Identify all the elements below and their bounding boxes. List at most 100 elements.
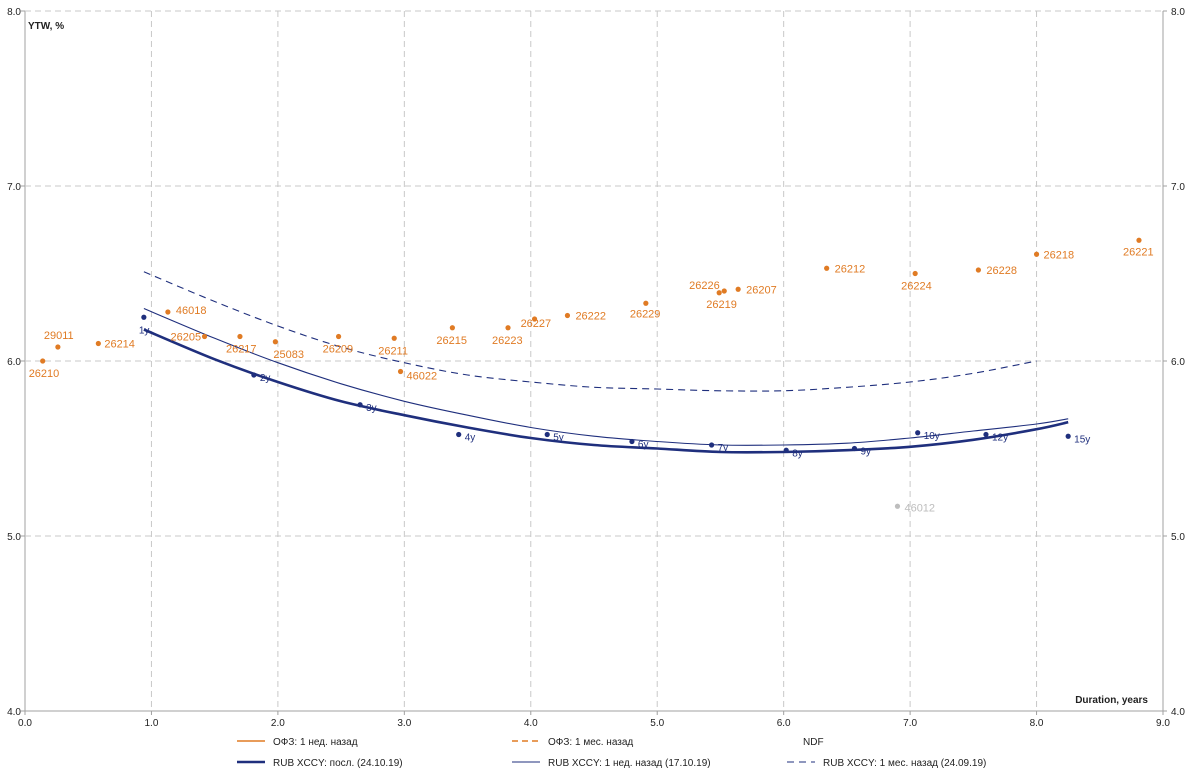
legend-label: ОФЗ: 1 нед. назад [273, 737, 358, 748]
xccy-point [456, 431, 462, 438]
ofz-point [397, 368, 404, 375]
ofz-point [335, 333, 342, 340]
series-line-thin [143, 307, 1069, 446]
ofz-point-label: 29011 [44, 330, 74, 342]
x-tick-label: 0.0 [18, 718, 32, 729]
x-tick-label: 7.0 [903, 718, 917, 729]
ofz-point [721, 288, 727, 294]
legend-label: RUB XCCY: посл. (24.10.19) [273, 758, 403, 769]
ofz-point-label: 26224 [901, 281, 932, 293]
x-tick-label: 1.0 [144, 718, 158, 729]
xccy-point [251, 372, 257, 378]
ofz-point-label: 26212 [835, 263, 866, 275]
xccy-point [783, 447, 789, 453]
y-tick-label-right: 8.0 [1171, 7, 1185, 18]
ofz-point [716, 290, 722, 296]
ofz-point-label: 26210 [29, 368, 60, 380]
ofz-point [975, 267, 981, 273]
ofz-point [643, 300, 649, 306]
ofz-point [272, 339, 278, 345]
ofz-point-label: 46018 [176, 305, 207, 317]
ofz-point-label: 26215 [436, 335, 467, 347]
ofz-point [391, 335, 397, 341]
grey-point [894, 503, 901, 509]
y-tick-label-right: 4.0 [1171, 707, 1185, 718]
ofz-point-label: 26223 [492, 335, 523, 347]
ofz-point-label: 26219 [706, 299, 737, 311]
x-tick-label: 4.0 [524, 718, 538, 729]
grey-point-label: 46012 [904, 502, 935, 514]
ofz-point [505, 325, 511, 331]
points-layer: 26210 29011 26214 46018 26205 26217 25083 26209… [29, 237, 1154, 514]
ofz-point [735, 286, 741, 292]
legend-label: RUB XCCY: 1 нед. назад (17.10.19) [548, 758, 711, 769]
ofz-point-label: 26226 [689, 280, 720, 292]
ofz-point [201, 333, 208, 340]
x-tick-label: 6.0 [777, 718, 791, 729]
xccy-point [983, 431, 989, 438]
x-tick-label: 5.0 [650, 718, 664, 729]
ofz-point-label: 46022 [407, 371, 438, 383]
ofz-point-label: 26217 [226, 344, 257, 356]
ofz-point-label: 26229 [630, 308, 661, 320]
xccy-point [629, 438, 635, 445]
ofz-point-label: 26205 [171, 332, 202, 344]
xccy-point [141, 314, 147, 320]
ofz-point-label: 26214 [104, 339, 135, 351]
xccy-point [851, 445, 858, 452]
ofz-point-label: 26207 [746, 284, 777, 296]
ofz-point-label: 26221 [1123, 246, 1154, 258]
ofz-point-label: 26209 [323, 344, 354, 356]
legend-label: NDF [803, 737, 824, 748]
y-tick-label-left: 4.0 [7, 707, 21, 718]
y-tick-label-right: 5.0 [1171, 532, 1185, 543]
legend: ОФЗ: 1 нед. назад ОФЗ: 1 мес. назад NDF RUB… [237, 737, 986, 769]
xccy-point-label: 10y [924, 431, 940, 442]
legend-label: RUB XCCY: 1 мес. назад (24.09.19) [823, 758, 986, 769]
ofz-point [824, 265, 830, 271]
xccy-point [544, 431, 550, 438]
ofz-point [55, 344, 61, 350]
x-tick-label: 2.0 [271, 718, 285, 729]
xccy-point-label: 6y [638, 440, 649, 451]
ofz-point [564, 312, 571, 319]
y-axis-title: YTW, % [28, 21, 64, 32]
xccy-point [915, 430, 921, 436]
xccy-point [708, 442, 715, 448]
ofz-point-label: 26218 [1044, 249, 1075, 261]
series-line-dashed [143, 271, 1037, 392]
ofz-point [40, 358, 46, 364]
y-tick-label-left: 8.0 [7, 7, 21, 18]
ofz-point [237, 333, 243, 340]
y-tick-label-left: 7.0 [7, 182, 21, 193]
legend-label: ОФЗ: 1 мес. назад [548, 737, 633, 748]
x-tick-label: 3.0 [397, 718, 411, 729]
xccy-point [357, 402, 363, 408]
xccy-point-label: 9y [860, 447, 871, 458]
ofz-point [165, 309, 171, 315]
y-tick-label-right: 6.0 [1171, 357, 1185, 368]
ofz-point [1033, 251, 1040, 257]
plot-area: 0.0 1.0 2.0 3.0 4.0 5.0 6.0 7.0 8.0 9.04.0 4.05.0 5… [7, 7, 1185, 729]
x-axis-title: Duration, years [1075, 695, 1148, 706]
series-line-bold [143, 328, 1069, 454]
xccy-point-label: 15y [1074, 434, 1090, 445]
y-tick-label-left: 5.0 [7, 532, 21, 543]
series-layer [143, 271, 1069, 454]
xccy-point-label: 3y [366, 403, 377, 414]
ofz-point [95, 340, 101, 347]
ofz-point-label: 26222 [575, 311, 606, 323]
x-tick-label: 9.0 [1156, 718, 1170, 729]
ofz-point [1136, 237, 1142, 243]
ofz-point-label: 26228 [986, 265, 1017, 277]
ofz-point [449, 325, 455, 331]
ofz-point-label: 25083 [273, 349, 304, 361]
ofz-point-label: 26211 [378, 345, 408, 357]
ofz-point [912, 270, 918, 277]
ofz-point-label: 26227 [521, 318, 552, 330]
xccy-point-label: 5y [553, 433, 564, 444]
x-tick-label: 8.0 [1030, 718, 1044, 729]
ofz-point [531, 316, 538, 322]
xccy-point-label: 8y [792, 448, 803, 459]
xccy-point-label: 4y [465, 433, 476, 444]
